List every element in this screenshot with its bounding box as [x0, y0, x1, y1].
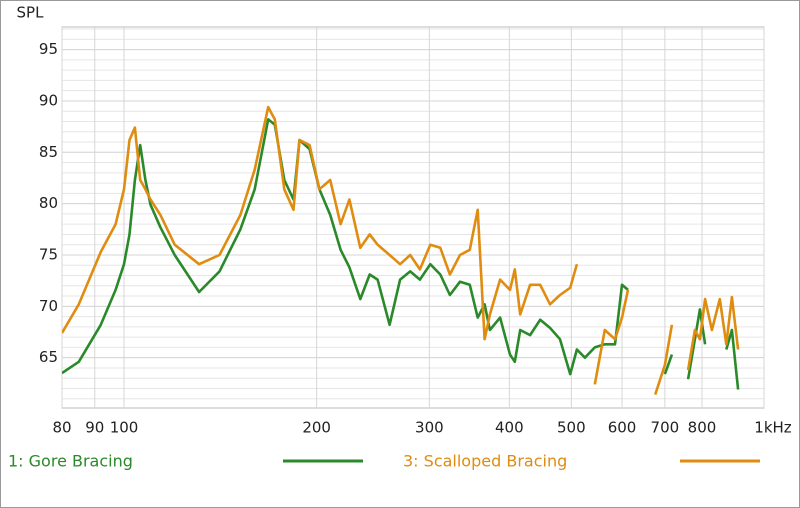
y-tick-label: 75: [39, 245, 58, 263]
plot-area: [61, 26, 765, 409]
series-line: [62, 105, 740, 396]
labels: 65 70 75 80 85 90 95 80 90 100 200 300 400 500 600 700 8…: [8, 40, 792, 470]
y-tick-label: 70: [39, 297, 58, 315]
y-tick-label: 85: [39, 143, 58, 161]
y-axis-label: SPL: [17, 4, 45, 22]
grid: [61, 27, 765, 408]
y-tick-label: 90: [39, 91, 58, 109]
x-tick-label: 100: [110, 419, 139, 437]
x-tick-label: 700: [651, 419, 680, 437]
x-tick-label: 400: [495, 419, 524, 437]
x-tick-label: 800: [688, 419, 717, 437]
legend-label: 3: Scalloped Bracing: [403, 452, 567, 471]
x-tick-label: 1kHz: [754, 419, 792, 437]
x-tick-label: 80: [52, 419, 71, 437]
y-tick-label: 65: [39, 348, 58, 366]
x-tick-label: 500: [557, 419, 586, 437]
y-tick-label: 80: [39, 194, 58, 212]
x-tick-label: 90: [85, 419, 104, 437]
legend-label: 1: Gore Bracing: [8, 452, 133, 471]
y-tick-label: 95: [39, 40, 58, 58]
series-line: [62, 118, 740, 390]
x-tick-label: 600: [608, 419, 637, 437]
x-tick-label: 300: [415, 419, 444, 437]
x-tick-label: 200: [302, 419, 331, 437]
lines: [62, 105, 740, 396]
